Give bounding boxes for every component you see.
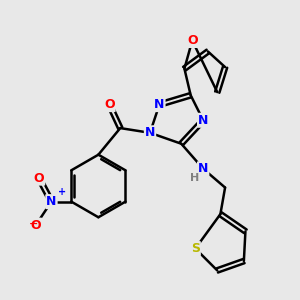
- Text: N: N: [154, 98, 165, 111]
- Text: O: O: [104, 98, 115, 111]
- Text: O: O: [34, 172, 44, 185]
- Text: N: N: [145, 126, 155, 139]
- Text: N: N: [198, 114, 208, 127]
- Text: +: +: [58, 187, 67, 197]
- Text: S: S: [191, 242, 200, 255]
- Text: O: O: [31, 219, 41, 232]
- Text: H: H: [190, 173, 199, 183]
- Text: N: N: [46, 195, 57, 208]
- Text: −: −: [29, 219, 38, 229]
- Text: O: O: [187, 34, 197, 47]
- Text: N: N: [198, 162, 208, 175]
